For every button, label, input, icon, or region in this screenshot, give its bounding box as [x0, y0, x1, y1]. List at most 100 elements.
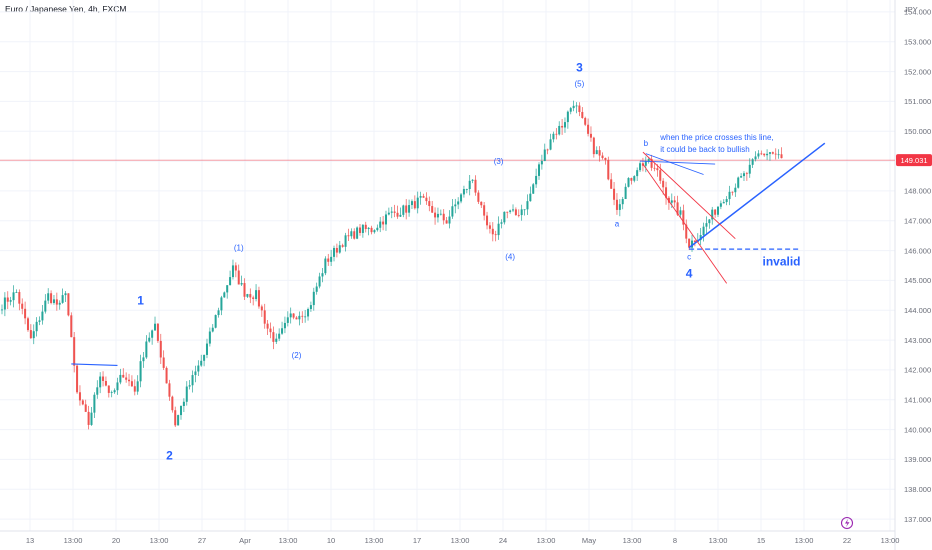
- x-tick-label: 15: [757, 536, 765, 545]
- candle: [431, 200, 434, 213]
- candle: [517, 209, 520, 218]
- candle: [3, 292, 6, 317]
- candle: [742, 171, 745, 182]
- currency-label: JPY: [904, 5, 918, 14]
- candle: [673, 196, 676, 208]
- candle: [471, 179, 474, 184]
- candle: [38, 316, 41, 326]
- candle: [454, 198, 457, 214]
- candle: [552, 131, 555, 143]
- candle: [572, 100, 575, 112]
- candle: [587, 118, 590, 137]
- drawings[interactable]: [71, 142, 826, 367]
- candle: [266, 319, 269, 336]
- wedge-upper[interactable]: [642, 151, 736, 239]
- wave-label: c: [687, 253, 691, 262]
- wave-labels: 1 2 (1) (2) (3) (4) 3 (5) a b c 4 when the price cro…: [137, 61, 800, 463]
- candle: [110, 390, 113, 398]
- y-tick-label: 146.000: [904, 246, 931, 255]
- candle: [255, 284, 258, 302]
- candle: [136, 375, 139, 395]
- candle: [387, 207, 390, 216]
- candle: [676, 195, 679, 217]
- wedge-lower[interactable]: [642, 163, 728, 284]
- candle: [64, 291, 67, 302]
- candle: [168, 379, 171, 401]
- candle: [156, 323, 159, 343]
- candle: [174, 406, 177, 428]
- candle: [139, 354, 142, 388]
- candle: [396, 205, 399, 219]
- candle: [419, 191, 422, 205]
- candle: [260, 304, 263, 317]
- y-tick-label: 145.000: [904, 276, 931, 285]
- wave-label: 4: [686, 266, 693, 280]
- candle: [125, 372, 128, 383]
- candle: [711, 206, 714, 225]
- candle: [191, 370, 194, 393]
- candle: [330, 249, 333, 267]
- support-segment[interactable]: [71, 363, 118, 367]
- candle: [725, 196, 728, 206]
- candle: [639, 161, 642, 172]
- y-tick-label: 148.000: [904, 187, 931, 196]
- candle: [462, 185, 465, 198]
- candle: [234, 262, 237, 278]
- candle: [575, 102, 578, 114]
- x-tick-label: 27: [198, 536, 206, 545]
- candle: [301, 311, 304, 324]
- x-tick-label: 8: [673, 536, 677, 545]
- candle: [194, 365, 197, 383]
- candle: [382, 215, 385, 231]
- candle: [497, 216, 500, 240]
- candle: [257, 286, 260, 309]
- y-tick-label: 144.000: [904, 306, 931, 315]
- candle: [214, 314, 217, 329]
- last-price-value: 149.031: [900, 156, 927, 165]
- candle: [555, 128, 558, 140]
- candle: [740, 173, 743, 178]
- candle: [99, 372, 102, 394]
- price-axis[interactable]: JPY 137.000 138.000 139.000 140.000 141.000 1…: [904, 5, 931, 524]
- candle: [425, 192, 428, 205]
- candle: [32, 324, 35, 345]
- candle: [159, 333, 162, 364]
- trend-line[interactable]: [688, 142, 826, 249]
- candle: [659, 163, 662, 184]
- candle: [529, 186, 532, 202]
- x-tick-label: 10: [327, 536, 335, 545]
- candle: [699, 227, 702, 246]
- candle: [578, 102, 581, 117]
- candle: [67, 293, 70, 317]
- candle: [537, 162, 541, 180]
- candle: [754, 151, 757, 162]
- candle: [70, 312, 73, 338]
- candle: [636, 167, 639, 181]
- x-tick-label: 13:00: [150, 536, 169, 545]
- candle: [621, 196, 624, 210]
- candle: [390, 206, 393, 219]
- candles: [0, 100, 783, 430]
- candle: [376, 224, 379, 232]
- candle: [393, 204, 396, 218]
- candle: [480, 201, 483, 208]
- candle: [610, 173, 613, 189]
- time-axis[interactable]: 13 13:00 20 13:00 27 Apr 13:00 10 13:00 17 13:00 24…: [26, 536, 900, 545]
- candle: [205, 338, 208, 359]
- candle: [154, 316, 157, 331]
- candle: [766, 149, 769, 161]
- candle: [356, 226, 359, 240]
- x-tick-label: 20: [112, 536, 120, 545]
- wave-label: (5): [575, 80, 585, 89]
- candle: [35, 317, 38, 337]
- breakout-line[interactable]: [645, 153, 704, 175]
- candle: [384, 210, 387, 231]
- lightning-icon[interactable]: [840, 516, 854, 530]
- candle: [93, 392, 96, 418]
- candle: [197, 360, 200, 376]
- candle: [96, 380, 99, 399]
- candle: [688, 238, 691, 250]
- candle: [177, 414, 180, 426]
- y-tick-label: 143.000: [904, 336, 931, 345]
